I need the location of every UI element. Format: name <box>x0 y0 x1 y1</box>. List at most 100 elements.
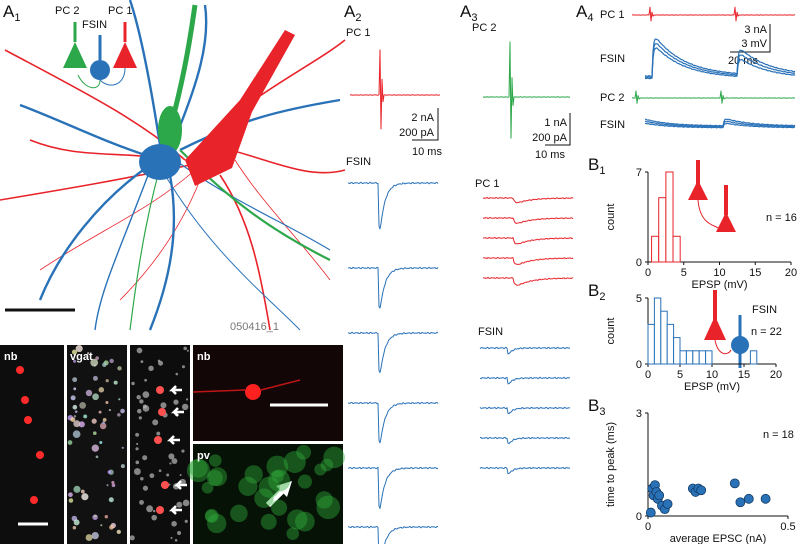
cell <box>260 513 277 530</box>
bar <box>705 350 713 365</box>
x-tick-label: 0 <box>645 369 651 381</box>
trace <box>347 525 438 544</box>
panel-sub: 1 <box>599 165 605 177</box>
image-label: vgat <box>70 351 93 363</box>
annotation: n = 18 <box>763 429 794 441</box>
x-tick-label: 15 <box>749 267 761 279</box>
punctum <box>83 414 88 419</box>
cell <box>296 444 312 460</box>
x-tick-label: 15 <box>738 369 750 381</box>
punctum <box>171 521 177 527</box>
punctum <box>91 418 97 424</box>
punctum <box>70 417 76 422</box>
trace <box>644 122 796 129</box>
cell <box>154 436 162 444</box>
cell <box>314 463 327 476</box>
punctum <box>111 480 115 485</box>
shape <box>148 174 176 331</box>
shape <box>90 60 110 80</box>
shape <box>113 42 137 68</box>
text-part: A <box>344 2 356 21</box>
bar <box>692 350 700 365</box>
punctum <box>92 431 97 436</box>
trace <box>347 466 439 509</box>
punctum <box>158 469 162 473</box>
cell <box>287 509 308 530</box>
punctum <box>185 398 189 401</box>
punctum <box>72 404 78 410</box>
cell <box>271 499 288 516</box>
micrographs <box>0 345 345 544</box>
cell <box>271 470 284 483</box>
cell <box>316 495 341 520</box>
trace-label: PC 2 <box>600 92 624 104</box>
punctum <box>116 529 121 535</box>
punctum <box>142 391 150 399</box>
cell <box>201 481 214 494</box>
trace <box>347 331 439 373</box>
punctum <box>146 505 154 513</box>
trace <box>644 120 796 128</box>
punctum <box>136 395 141 400</box>
punctum <box>117 366 122 371</box>
punctum <box>139 499 144 505</box>
x-axis-label: EPSP (mV) <box>691 279 747 291</box>
y-tick-label: 0 <box>636 257 642 269</box>
punctum <box>181 449 185 453</box>
shape <box>704 316 726 340</box>
punctum <box>87 352 90 355</box>
cell <box>205 509 218 523</box>
arrow <box>166 435 180 445</box>
punctum <box>182 499 190 507</box>
punctum <box>157 359 161 363</box>
trace <box>479 406 571 415</box>
punctum <box>152 509 156 513</box>
y-axis-label: time to peak (ms) <box>605 422 617 507</box>
cell <box>36 451 44 459</box>
text-part: 2 <box>355 12 361 24</box>
bar <box>679 350 687 365</box>
punctum <box>107 470 112 474</box>
punctum <box>137 408 142 414</box>
punctum <box>102 418 107 422</box>
y-axis-label: count <box>605 318 617 345</box>
cell <box>204 508 219 523</box>
punctum <box>181 403 189 411</box>
shape <box>179 98 341 152</box>
y-axis-label: count <box>605 204 617 231</box>
punctum <box>104 515 109 519</box>
punctum <box>170 536 173 539</box>
punctum <box>179 473 182 476</box>
bar <box>673 337 681 365</box>
cell <box>295 511 315 532</box>
annotation: n = 22 <box>751 326 782 338</box>
punctum <box>131 381 135 386</box>
shape <box>99 67 126 86</box>
trace <box>349 49 441 130</box>
punctum <box>135 460 140 465</box>
bar <box>665 171 674 263</box>
scale-label: 200 pA <box>532 132 568 144</box>
punctum <box>105 400 109 404</box>
punctum <box>105 379 109 383</box>
trace <box>347 401 439 444</box>
cell <box>209 454 222 467</box>
scale-label: 3 nA <box>744 24 767 36</box>
punctum <box>102 362 107 367</box>
panel-label: B2 <box>588 281 605 303</box>
punctum <box>168 453 175 460</box>
cell <box>297 474 312 489</box>
punctum <box>99 422 107 430</box>
shape <box>67 345 127 544</box>
shape <box>0 345 64 544</box>
punctum <box>98 387 105 393</box>
shape <box>697 199 719 229</box>
cell <box>320 458 334 472</box>
cell <box>266 455 289 478</box>
punctum <box>144 378 147 382</box>
punctum <box>73 420 81 428</box>
x-tick-label: 0 <box>645 521 651 533</box>
punctum <box>177 531 182 536</box>
cell <box>158 408 166 416</box>
